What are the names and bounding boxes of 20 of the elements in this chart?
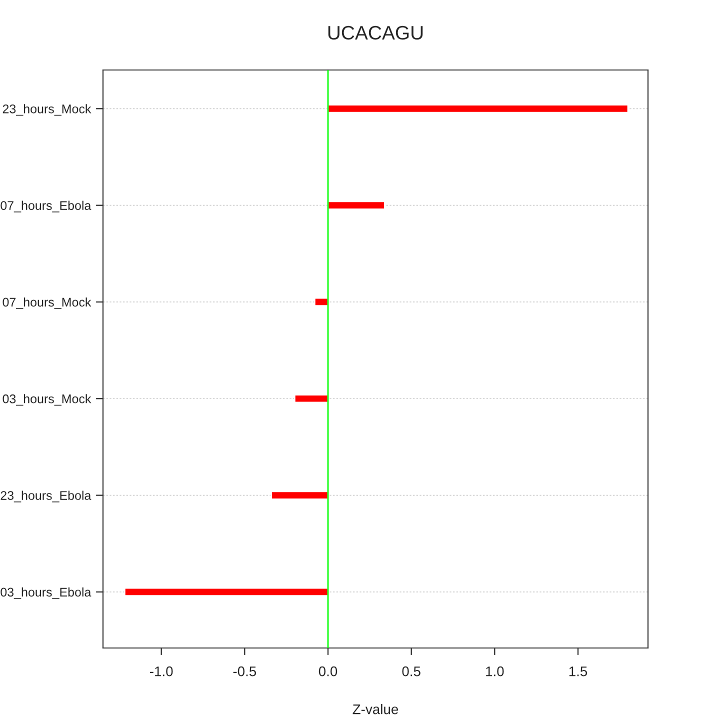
x-tick-label: 1.0 bbox=[486, 666, 504, 676]
x-axis-title: Z-value bbox=[352, 704, 398, 714]
y-tick-label: 23_hours_Mock bbox=[2, 104, 92, 116]
x-tick-label: 1.5 bbox=[569, 666, 588, 676]
chart-title: UCACAGU bbox=[328, 26, 423, 40]
bar bbox=[327, 104, 629, 114]
y-tick-label: 03_hours_Mock bbox=[2, 394, 92, 406]
bar bbox=[314, 297, 329, 307]
bar bbox=[327, 200, 386, 210]
x-tick-label: -0.5 bbox=[233, 666, 256, 676]
y-tick-label: 07_hours_Ebola bbox=[0, 200, 92, 212]
y-tick-label: 23_hours_Ebola bbox=[0, 490, 92, 502]
x-tick-label: 0.5 bbox=[402, 666, 420, 676]
y-tick-label: 07_hours_Mock bbox=[2, 297, 92, 309]
x-tick-label: -1.0 bbox=[150, 666, 173, 676]
y-tick-label: 03_hours_Ebola bbox=[0, 587, 92, 599]
bar bbox=[270, 490, 329, 500]
x-tick-label: 0.0 bbox=[318, 666, 338, 676]
bar bbox=[294, 394, 329, 404]
bar bbox=[124, 587, 329, 596]
